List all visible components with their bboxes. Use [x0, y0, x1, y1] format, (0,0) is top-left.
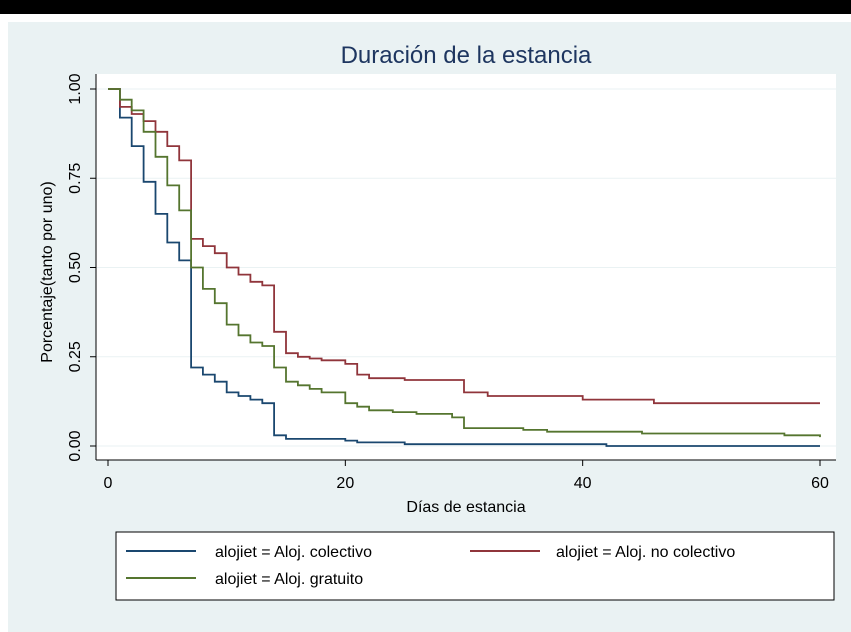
axes: 0.00 0.25 0.50 0.75 1.00 0 20 40 60 — [67, 73, 836, 492]
y-tick-label: 0.25 — [67, 341, 84, 372]
x-tick-label: 20 — [336, 475, 354, 492]
top-border-bar — [0, 0, 851, 14]
series-line-2 — [108, 88, 821, 438]
legend-label-no-colectivo: alojiet = Aloj. no colectivo — [556, 544, 735, 561]
y-tick-label: 0.00 — [67, 430, 84, 461]
legend: alojiet = Aloj. colectivo alojiet = Aloj… — [115, 531, 835, 601]
series-line-1 — [108, 88, 820, 405]
x-axis-label: Días de estancia — [406, 499, 525, 516]
series-line-0 — [108, 88, 820, 447]
y-tick-label: 0.75 — [67, 163, 84, 194]
x-tick-label: 40 — [574, 475, 592, 492]
x-tick-label: 60 — [811, 475, 829, 492]
y-axis-label: Porcentaje(tanto por uno) — [39, 181, 56, 362]
x-tick-label: 0 — [104, 475, 113, 492]
legend-box — [115, 531, 835, 601]
series-layer — [108, 88, 821, 447]
y-tick-label: 0.50 — [67, 252, 84, 283]
chart-title: Duración de la estancia — [341, 42, 592, 69]
legend-label-colectivo: alojiet = Aloj. colectivo — [215, 544, 372, 561]
legend-label-gratuito: alojiet = Aloj. gratuito — [215, 571, 363, 588]
y-tick-label: 1.00 — [67, 73, 84, 104]
